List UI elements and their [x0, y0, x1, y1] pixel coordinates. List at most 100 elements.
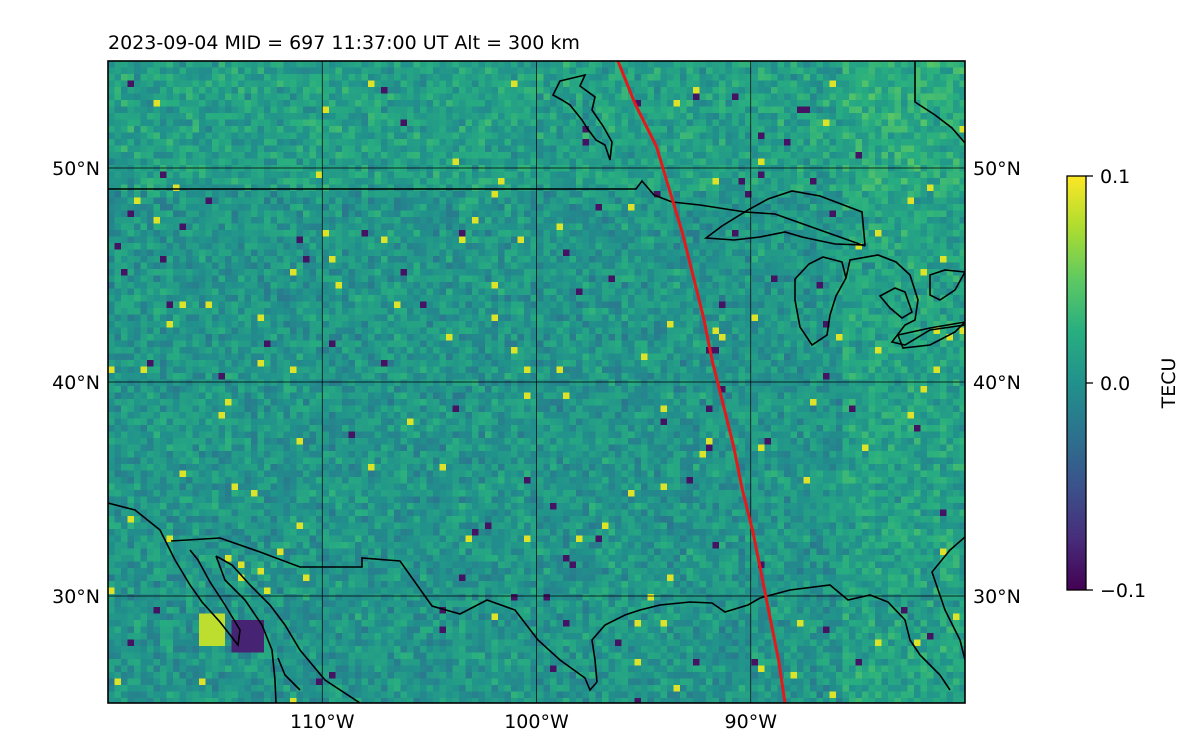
- tec-cell: [303, 106, 310, 114]
- tec-cell: [205, 113, 213, 120]
- tec-cell: [719, 249, 726, 257]
- tec-cell: [764, 100, 772, 107]
- tec-cell: [303, 275, 310, 283]
- tec-cell: [225, 217, 232, 224]
- tec-cell: [316, 106, 323, 114]
- tec-cell: [433, 113, 440, 120]
- tec-cell: [335, 80, 343, 88]
- tec-cell: [420, 184, 427, 192]
- tec-cell: [257, 145, 265, 153]
- tec-cell: [829, 223, 837, 231]
- tec-cell: [823, 139, 830, 146]
- tec-cell: [173, 178, 180, 185]
- tec-cell: [303, 132, 310, 140]
- tec-cell: [660, 67, 668, 75]
- tec-cell: [381, 126, 388, 133]
- tec-cell: [186, 87, 193, 94]
- tec-cell: [901, 269, 908, 276]
- tec-cell: [179, 230, 187, 237]
- tec-cell: [933, 80, 941, 88]
- tec-cell: [108, 87, 115, 94]
- tec-cell: [205, 236, 213, 244]
- tec-cell: [907, 269, 915, 276]
- tec-cell: [842, 197, 850, 205]
- tec-cell: [745, 132, 752, 140]
- tec-cell: [413, 295, 421, 302]
- tec-cell: [400, 87, 408, 94]
- tec-cell: [127, 145, 135, 153]
- tec-cell: [218, 119, 226, 127]
- tec-cell: [322, 282, 330, 289]
- tec-cell: [556, 236, 564, 244]
- tec-cell: [127, 152, 135, 159]
- tec-cell: [348, 106, 356, 114]
- tec-cell: [738, 236, 746, 244]
- tec-cell: [264, 295, 271, 302]
- tec-cell: [933, 275, 941, 283]
- tec-cell: [478, 288, 486, 296]
- tec-cell: [420, 139, 427, 146]
- tec-cell: [621, 139, 629, 146]
- tec-cell: [803, 184, 811, 192]
- tec-cell: [907, 217, 915, 224]
- tec-cell: [725, 262, 733, 270]
- tec-cell: [459, 178, 466, 185]
- tec-cell: [933, 210, 941, 218]
- tec-cell: [342, 184, 349, 192]
- tec-cell: [121, 210, 128, 218]
- tec-cell: [374, 80, 382, 88]
- tec-cell: [530, 126, 538, 133]
- tec-cell: [927, 132, 934, 140]
- tec-cell: [251, 171, 258, 179]
- tec-cell: [348, 197, 356, 205]
- tec-cell: [322, 243, 330, 250]
- tec-cell: [719, 301, 726, 309]
- tec-cell: [615, 171, 622, 179]
- tec-cell: [192, 282, 200, 289]
- tec-cell: [270, 230, 278, 237]
- tec-cell: [823, 113, 830, 120]
- tec-cell: [329, 184, 336, 192]
- tec-cell: [283, 249, 291, 257]
- tec-cell: [608, 171, 616, 179]
- tec-cell: [283, 288, 291, 296]
- tec-cell: [108, 236, 115, 244]
- tec-cell: [914, 113, 921, 120]
- tec-cell: [595, 269, 603, 276]
- tec-cell: [316, 256, 323, 263]
- tec-cell: [498, 132, 505, 140]
- tec-cell: [940, 158, 947, 166]
- tec-cell: [524, 106, 531, 114]
- tec-cell: [875, 236, 882, 244]
- tec-cell: [953, 80, 960, 88]
- tec-cell: [615, 67, 622, 75]
- tec-cell: [543, 139, 551, 146]
- tec-cell: [602, 132, 609, 140]
- tec-cell: [186, 288, 193, 296]
- tec-cell: [712, 165, 720, 172]
- tec-cell: [667, 93, 674, 101]
- tec-cell: [784, 87, 791, 94]
- tec-cell: [381, 139, 388, 146]
- tec-cell: [764, 249, 772, 257]
- tec-cell: [160, 210, 167, 218]
- tec-cell: [803, 119, 811, 127]
- tec-cell: [348, 171, 356, 179]
- tec-cell: [667, 67, 674, 75]
- tec-cell: [426, 295, 434, 302]
- tec-cell: [147, 145, 154, 153]
- tec-cell: [582, 301, 590, 309]
- tec-cell: [400, 223, 408, 231]
- tec-cell: [212, 139, 219, 146]
- tec-cell: [803, 61, 811, 68]
- tec-cell: [699, 301, 707, 309]
- tec-cell: [277, 262, 284, 270]
- tec-cell: [576, 262, 583, 270]
- tec-cell: [706, 217, 713, 224]
- tec-cell: [647, 249, 655, 257]
- tec-cell: [465, 269, 473, 276]
- tec-cell: [166, 152, 174, 159]
- tec-cell: [309, 61, 317, 68]
- tec-cell: [381, 204, 388, 211]
- tec-cell: [485, 301, 492, 309]
